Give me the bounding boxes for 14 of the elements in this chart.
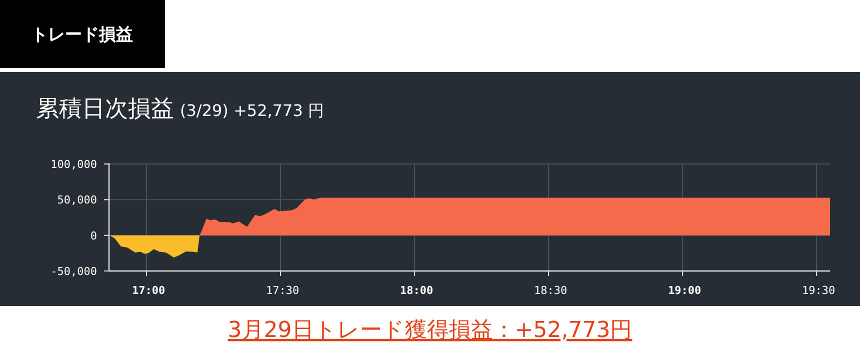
x-tick-label: 18:30 xyxy=(534,284,568,297)
x-tick-label: 17:30 xyxy=(266,284,300,297)
chart-title: 累積日次損益 xyxy=(36,96,174,122)
x-tick-label: 17:00 xyxy=(132,284,166,297)
x-tick-label: 19:00 xyxy=(668,284,702,297)
text: トレード損益 xyxy=(31,25,133,45)
text: 3月29日トレード獲得損益：+52,773円 xyxy=(228,318,632,343)
y-tick-label: 100,000 xyxy=(50,158,97,171)
chart-subtitle: (3/29) +52,773 円 xyxy=(180,101,324,120)
x-tick-label: 18:00 xyxy=(400,284,434,297)
x-tick-label: 19:30 xyxy=(802,284,836,297)
y-tick-label: 0 xyxy=(90,229,97,242)
y-tick-label: 50,000 xyxy=(57,194,97,207)
y-tick-label: -50,000 xyxy=(50,265,97,278)
